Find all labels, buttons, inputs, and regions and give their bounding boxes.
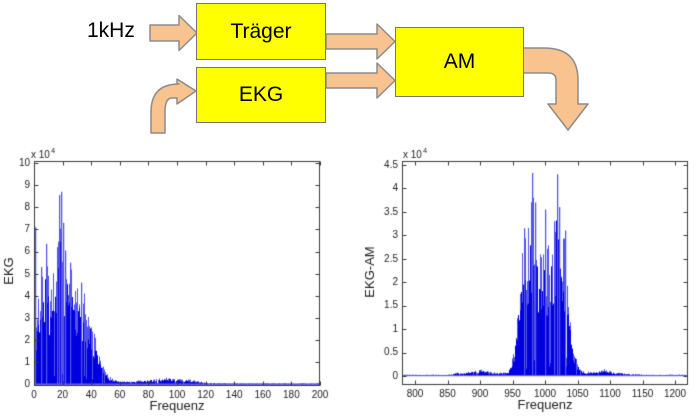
arrow-traeger-to-am	[325, 23, 396, 60]
block-ekg: EKG	[196, 67, 326, 123]
block-am: AM	[395, 27, 524, 97]
block-ekg-label: EKG	[238, 83, 284, 106]
block-diagram-arrows	[149, 14, 589, 134]
input-arrow-1khz-to-traeger	[149, 14, 198, 52]
block-traeger-label: Träger	[230, 19, 292, 43]
ekg-am-spectrum-chart	[350, 145, 697, 420]
block-am-label: AM	[443, 50, 476, 73]
block-traeger: Träger	[196, 3, 326, 60]
curved-output-arrow-from-am	[522, 47, 589, 131]
ekg-spectrum-chart	[0, 145, 350, 420]
input-frequency-label: 1kHz	[87, 19, 135, 42]
curved-input-arrow-to-ekg	[150, 78, 197, 134]
arrow-ekg-to-am	[325, 62, 396, 99]
